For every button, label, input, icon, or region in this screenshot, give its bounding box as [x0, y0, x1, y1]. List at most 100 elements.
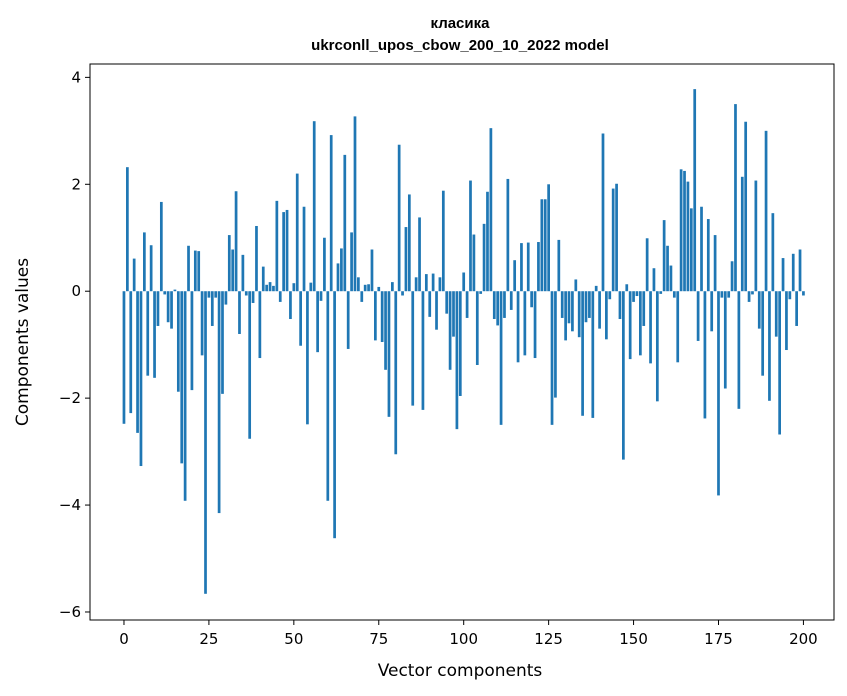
bar-17 [180, 291, 184, 464]
y-tick-label: −4 [59, 496, 81, 514]
bar-124 [543, 199, 547, 292]
y-tick-label: 2 [71, 175, 81, 193]
bar-83 [404, 227, 408, 292]
bar-121 [533, 291, 537, 359]
bar-176 [720, 291, 724, 298]
bar-97 [452, 291, 455, 337]
bar-31 [227, 235, 231, 292]
bar-189 [764, 130, 768, 292]
bar-119 [526, 242, 530, 292]
bar-139 [594, 285, 598, 292]
bar-141 [601, 133, 605, 292]
bar-181 [737, 291, 741, 409]
bar-23 [200, 291, 204, 356]
bar-115 [513, 260, 517, 292]
bar-45 [275, 200, 279, 292]
bar-193 [778, 291, 781, 435]
bar-127 [554, 291, 557, 398]
bar-43 [268, 282, 272, 292]
bar-38 [251, 291, 255, 303]
bar-10 [156, 291, 160, 326]
bar-29 [221, 291, 224, 394]
bar-186 [754, 180, 758, 292]
bar-72 [367, 284, 370, 292]
bar-152 [639, 291, 642, 356]
bar-103 [472, 234, 476, 292]
bar-117 [520, 243, 523, 292]
bar-78 [387, 291, 391, 417]
y-tick-label: 0 [71, 282, 81, 300]
bar-52 [299, 291, 302, 346]
bar-142 [605, 291, 608, 340]
bar-160 [666, 245, 669, 292]
x-tick-label: 0 [119, 630, 129, 648]
plot-frame [89, 63, 835, 621]
bar-120 [530, 291, 533, 308]
bar-108 [489, 128, 493, 292]
bar-16 [176, 291, 180, 392]
bar-55 [309, 282, 313, 292]
bar-12 [163, 291, 167, 295]
bar-79 [391, 282, 394, 292]
bar-169 [696, 291, 700, 341]
bar-75 [377, 286, 381, 292]
bar-102 [469, 180, 472, 292]
bar-126 [550, 291, 554, 425]
bar-95 [445, 291, 449, 314]
bar-94 [441, 190, 445, 292]
bar-37 [248, 291, 252, 439]
bar-73 [370, 249, 374, 292]
bar-8 [149, 245, 153, 292]
bar-0 [122, 291, 126, 424]
bar-149 [628, 291, 632, 360]
bar-156 [652, 268, 656, 292]
bar-173 [710, 291, 714, 332]
bar-165 [683, 170, 686, 292]
bar-183 [744, 121, 748, 292]
bar-74 [374, 291, 377, 341]
bar-98 [455, 291, 459, 430]
bar-36 [244, 291, 248, 296]
bar-150 [632, 291, 635, 302]
bar-182 [740, 176, 744, 292]
bar-42 [265, 284, 269, 292]
y-tick-label: −2 [59, 389, 81, 407]
bar-136 [584, 291, 588, 323]
bar-161 [669, 265, 673, 292]
bar-41 [261, 266, 265, 292]
bar-27 [214, 291, 218, 298]
bar-111 [499, 291, 503, 425]
bar-61 [329, 135, 333, 292]
bar-134 [577, 291, 581, 338]
bar-47 [282, 212, 285, 292]
bar-92 [435, 291, 438, 330]
y-axis: −6 −4 −2 0 2 4 [59, 68, 90, 621]
x-tick-label: 100 [449, 630, 478, 648]
bar-143 [608, 291, 612, 300]
bar-58 [319, 291, 323, 301]
bar-110 [496, 291, 500, 326]
bar-48 [285, 209, 289, 292]
bar-184 [747, 291, 751, 302]
chart-title: класика [431, 15, 491, 32]
bar-53 [302, 206, 306, 292]
bar-163 [676, 291, 680, 363]
bar-63 [336, 263, 340, 292]
bar-187 [757, 291, 761, 329]
bar-138 [591, 291, 595, 418]
bar-81 [397, 144, 401, 292]
bar-5 [139, 291, 143, 467]
bar-166 [686, 181, 690, 292]
bar-198 [795, 291, 798, 326]
bar-65 [343, 154, 347, 292]
bar-137 [588, 291, 591, 318]
bar-76 [380, 291, 384, 342]
bar-56 [312, 121, 316, 292]
bar-129 [560, 291, 564, 318]
bar-135 [581, 291, 584, 416]
bar-123 [540, 199, 544, 292]
bar-91 [431, 273, 435, 292]
bar-85 [411, 291, 415, 406]
bar-33 [234, 191, 238, 292]
bar-30 [224, 291, 228, 305]
